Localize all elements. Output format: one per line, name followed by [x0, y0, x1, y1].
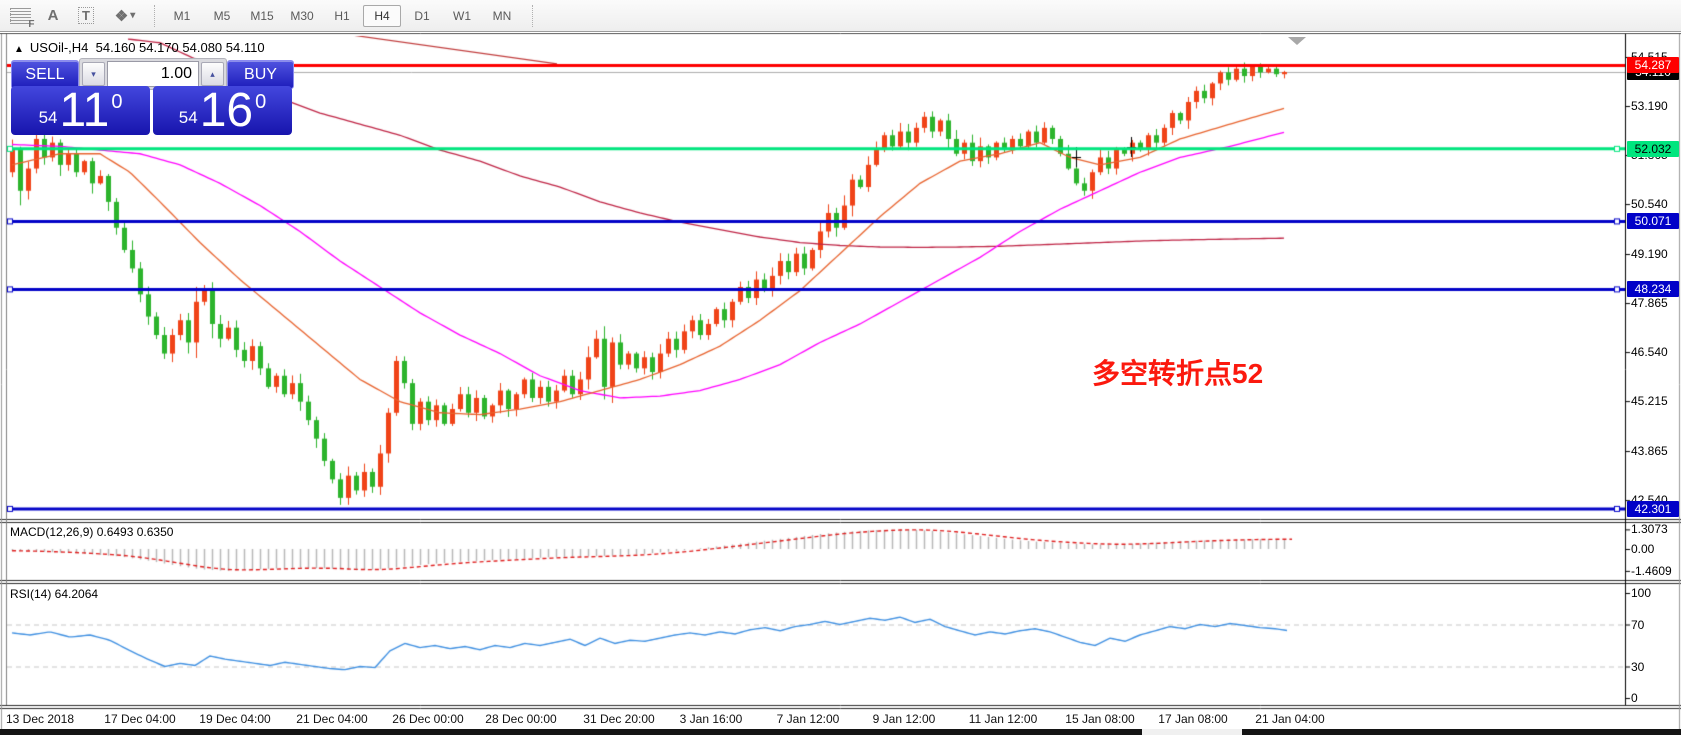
price-tick-label: 49.190: [1631, 247, 1668, 262]
resistance-line-label: 54.287: [1627, 57, 1679, 74]
support-line-label: 42.301: [1627, 500, 1679, 517]
chart-shift-marker-icon[interactable]: [1288, 37, 1306, 45]
date-tick-label: 17 Jan 08:00: [1158, 712, 1228, 726]
macd-title: MACD(12,26,9) 0.6493 0.6350: [10, 525, 174, 539]
pivot-line-label: 52.032: [1627, 140, 1679, 157]
macd-tick-label: 1.3073: [1631, 522, 1668, 537]
rsi-tick-label: 100: [1631, 586, 1652, 600]
support-line-label: 48.234: [1627, 281, 1679, 298]
rsi-tick-label: 70: [1631, 617, 1645, 632]
date-tick-label: 21 Jan 04:00: [1255, 712, 1325, 726]
date-tick-label: 9 Jan 12:00: [872, 712, 936, 726]
tf-m15-button[interactable]: M15: [250, 8, 274, 23]
toolbar: F A T ❖ ▾ M1 M5 M15 M30 H1 H4 D1 W1 MN: [0, 0, 1681, 32]
volume-increase-button[interactable]: ▴: [201, 62, 224, 86]
toolbar-separator: [154, 4, 156, 27]
objects-icon[interactable]: ❖ ▾: [114, 7, 136, 25]
scrollbar-thumb[interactable]: [1142, 729, 1242, 735]
sell-button[interactable]: SELL: [11, 60, 79, 89]
collapse-arrow-icon: ▲: [14, 44, 24, 55]
tf-m1-button[interactable]: M1: [173, 8, 191, 23]
buy-button[interactable]: BUY: [227, 60, 294, 89]
tf-h1-button[interactable]: H1: [334, 8, 350, 23]
chevron-down-icon: ▾: [130, 10, 136, 21]
date-tick-label: 11 Jan 12:00: [968, 712, 1038, 726]
one-click-trading-panel: SELL ▾ 1.00 ▴ BUY 54 11 0 54 16 0: [10, 57, 294, 135]
chart-area: [0, 33, 1681, 735]
price-tick-label: 46.540: [1631, 345, 1668, 360]
date-tick-label: 19 Dec 04:00: [199, 712, 271, 726]
rsi-tick-label: 30: [1631, 659, 1645, 674]
price-tick-label: 43.865: [1631, 444, 1668, 459]
indicators-icon[interactable]: F: [7, 4, 35, 30]
text-label-icon[interactable]: A: [47, 7, 59, 24]
date-tick-label: 31 Dec 20:00: [583, 712, 655, 726]
tf-h4-button[interactable]: H4: [363, 4, 401, 27]
macd-tick-label: 0.00: [1631, 542, 1655, 556]
date-tick-label: 17 Dec 04:00: [104, 712, 176, 726]
rsi-title: RSI(14) 64.2064: [10, 587, 99, 601]
tf-mn-button[interactable]: MN: [492, 8, 512, 23]
date-tick-label: 28 Dec 00:00: [485, 712, 557, 726]
chart-annotation-text: 多空转折点52: [1092, 358, 1264, 389]
date-tick-label: 26 Dec 00:00: [392, 712, 464, 726]
price-tick-label: 45.215: [1631, 394, 1668, 409]
price-tick-label: 53.190: [1631, 99, 1668, 114]
date-tick-label: 13 Dec 2018: [5, 712, 75, 726]
sell-price-display[interactable]: 54 11 0: [11, 86, 150, 135]
symbol-ohlc-header: ▲ USOil-,H4 54.160 54.170 54.080 54.110: [14, 40, 265, 55]
toolbar-separator: [532, 4, 534, 27]
date-tick-label: 7 Jan 12:00: [776, 712, 840, 726]
tf-w1-button[interactable]: W1: [453, 8, 471, 23]
date-tick-label: 21 Dec 04:00: [296, 712, 368, 726]
price-tick-label: 47.865: [1631, 296, 1668, 311]
volume-input[interactable]: 1.00: [107, 61, 199, 87]
text-box-icon[interactable]: T: [73, 4, 99, 28]
symbol-timeframe-label: USOil-,H4: [29, 40, 89, 55]
horizontal-scrollbar[interactable]: [0, 729, 1681, 735]
date-tick-label: 3 Jan 16:00: [679, 712, 743, 726]
macd-tick-label: -1.4609: [1631, 563, 1672, 578]
buy-price-display[interactable]: 54 16 0: [153, 86, 292, 135]
volume-decrease-button[interactable]: ▾: [82, 62, 105, 86]
tf-m30-button[interactable]: M30: [290, 8, 314, 23]
ohlc-values: 54.160 54.170 54.080 54.110: [95, 40, 265, 55]
chart-canvas[interactable]: [0, 33, 1681, 735]
price-tick-label: 50.540: [1631, 197, 1668, 212]
tf-m5-button[interactable]: M5: [213, 8, 231, 23]
support-line-label: 50.071: [1627, 213, 1679, 230]
date-tick-label: 15 Jan 08:00: [1065, 712, 1135, 726]
rsi-tick-label: 0: [1631, 691, 1638, 705]
tf-d1-button[interactable]: D1: [414, 8, 430, 23]
